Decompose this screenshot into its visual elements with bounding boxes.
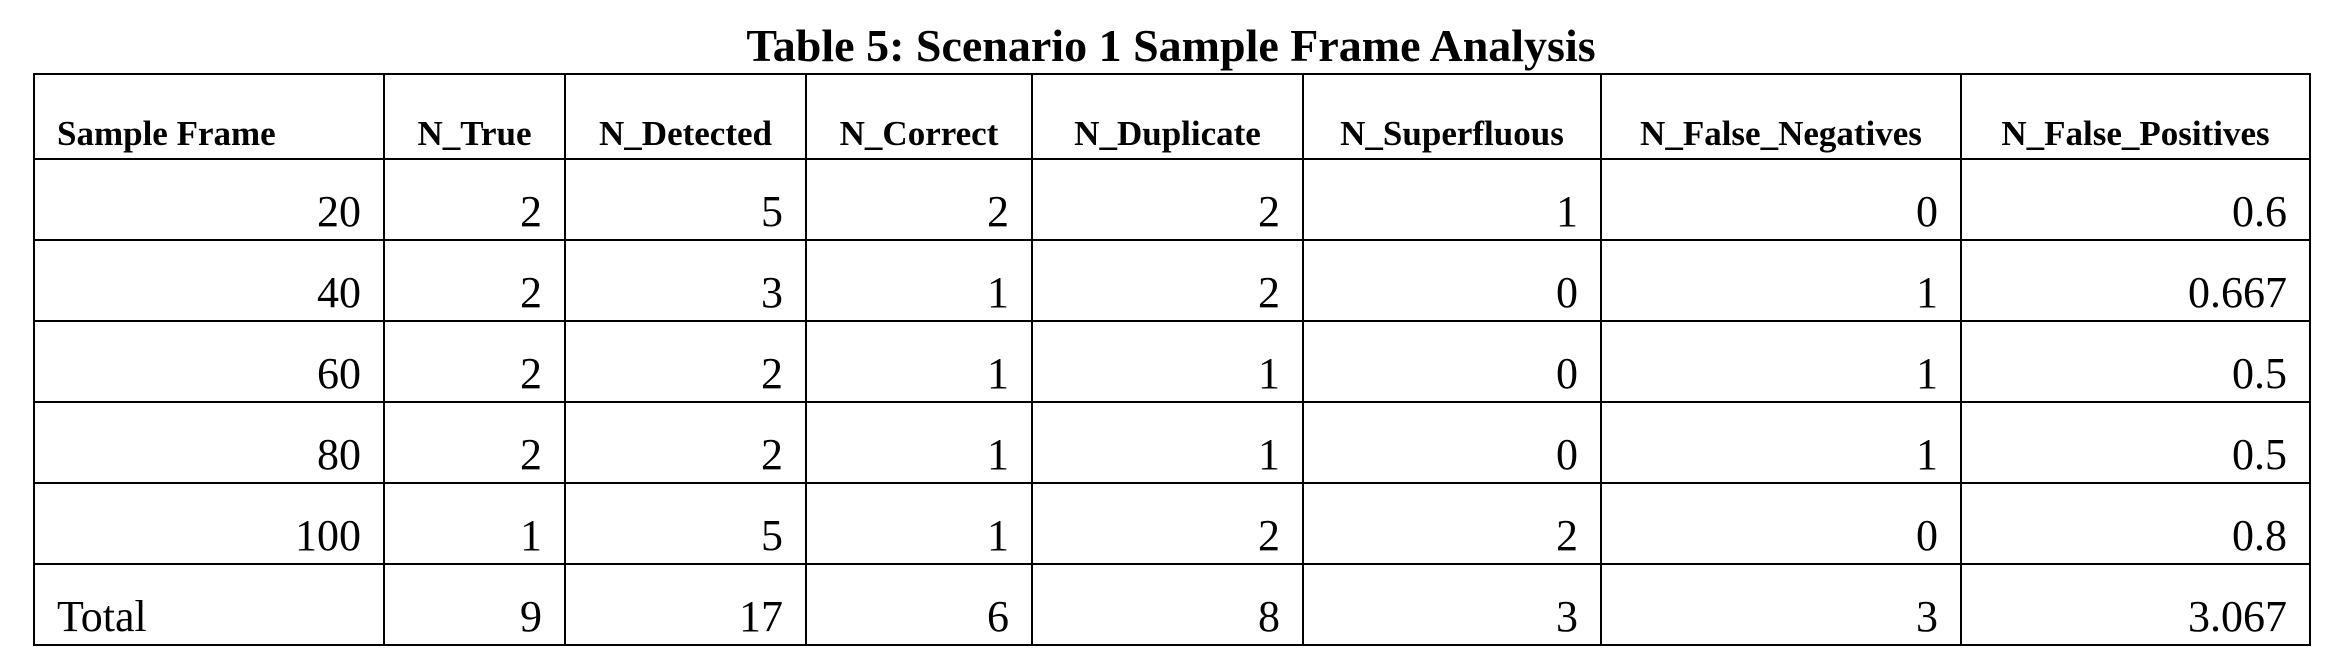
table-row: 20 2 5 2 2 1 0 0.6 xyxy=(33,158,2311,241)
column-header-n-false-negatives: N_False_Negatives xyxy=(1600,73,1962,160)
table-row: 80 2 2 1 1 0 1 0.5 xyxy=(33,401,2311,484)
cell-n-detected: 2 xyxy=(564,320,807,403)
cell-n-superfluous: 0 xyxy=(1302,401,1602,484)
header-row: Sample Frame N_True N_Detected N_Correct… xyxy=(33,73,2311,160)
column-header-n-false-positives: N_False_Positives xyxy=(1960,73,2311,160)
cell-n-false-positives: 0.667 xyxy=(1960,239,2311,322)
cell-n-superfluous: 3 xyxy=(1302,563,1602,646)
column-header-n-superfluous: N_Superfluous xyxy=(1302,73,1602,160)
cell-n-correct: 1 xyxy=(805,320,1033,403)
cell-n-false-positives: 0.8 xyxy=(1960,482,2311,565)
cell-n-true: 2 xyxy=(383,239,566,322)
total-row: Total 9 17 6 8 3 3 3.067 xyxy=(33,563,2311,646)
cell-sample-frame: 60 xyxy=(33,320,385,403)
cell-n-superfluous: 0 xyxy=(1302,239,1602,322)
cell-n-duplicate: 1 xyxy=(1031,401,1304,484)
cell-total-label: Total xyxy=(33,563,385,646)
sample-frame-analysis-table: Sample Frame N_True N_Detected N_Correct… xyxy=(33,73,2311,646)
cell-n-true: 2 xyxy=(383,158,566,241)
cell-n-detected: 5 xyxy=(564,482,807,565)
cell-n-correct: 1 xyxy=(805,239,1033,322)
cell-n-correct: 1 xyxy=(805,482,1033,565)
cell-n-false-positives: 3.067 xyxy=(1960,563,2311,646)
table-row: 60 2 2 1 1 0 1 0.5 xyxy=(33,320,2311,403)
cell-n-false-negatives: 3 xyxy=(1600,563,1962,646)
cell-n-duplicate: 2 xyxy=(1031,158,1304,241)
column-header-n-detected: N_Detected xyxy=(564,73,807,160)
cell-n-correct: 6 xyxy=(805,563,1033,646)
cell-n-correct: 2 xyxy=(805,158,1033,241)
cell-n-superfluous: 2 xyxy=(1302,482,1602,565)
cell-n-correct: 1 xyxy=(805,401,1033,484)
cell-n-true: 2 xyxy=(383,320,566,403)
cell-n-true: 2 xyxy=(383,401,566,484)
cell-n-superfluous: 0 xyxy=(1302,320,1602,403)
cell-n-duplicate: 1 xyxy=(1031,320,1304,403)
cell-n-false-negatives: 0 xyxy=(1600,482,1962,565)
table-row: 100 1 5 1 2 2 0 0.8 xyxy=(33,482,2311,565)
column-header-n-duplicate: N_Duplicate xyxy=(1031,73,1304,160)
cell-sample-frame: 20 xyxy=(33,158,385,241)
cell-n-false-positives: 0.6 xyxy=(1960,158,2311,241)
cell-n-false-negatives: 1 xyxy=(1600,239,1962,322)
cell-n-detected: 3 xyxy=(564,239,807,322)
cell-n-true: 1 xyxy=(383,482,566,565)
cell-n-false-negatives: 1 xyxy=(1600,401,1962,484)
table-caption: Table 5: Scenario 1 Sample Frame Analysi… xyxy=(746,20,1596,71)
cell-n-duplicate: 2 xyxy=(1031,239,1304,322)
cell-n-true: 9 xyxy=(383,563,566,646)
column-header-n-correct: N_Correct xyxy=(805,73,1033,160)
cell-n-false-negatives: 0 xyxy=(1600,158,1962,241)
table-row: 40 2 3 1 2 0 1 0.667 xyxy=(33,239,2311,322)
cell-n-duplicate: 2 xyxy=(1031,482,1304,565)
cell-n-detected: 17 xyxy=(564,563,807,646)
column-header-sample-frame: Sample Frame xyxy=(33,73,385,160)
cell-n-false-positives: 0.5 xyxy=(1960,401,2311,484)
column-header-n-true: N_True xyxy=(383,73,566,160)
cell-n-detected: 5 xyxy=(564,158,807,241)
cell-n-superfluous: 1 xyxy=(1302,158,1602,241)
cell-sample-frame: 40 xyxy=(33,239,385,322)
cell-n-false-negatives: 1 xyxy=(1600,320,1962,403)
cell-n-detected: 2 xyxy=(564,401,807,484)
cell-sample-frame: 100 xyxy=(33,482,385,565)
cell-n-duplicate: 8 xyxy=(1031,563,1304,646)
cell-sample-frame: 80 xyxy=(33,401,385,484)
cell-n-false-positives: 0.5 xyxy=(1960,320,2311,403)
